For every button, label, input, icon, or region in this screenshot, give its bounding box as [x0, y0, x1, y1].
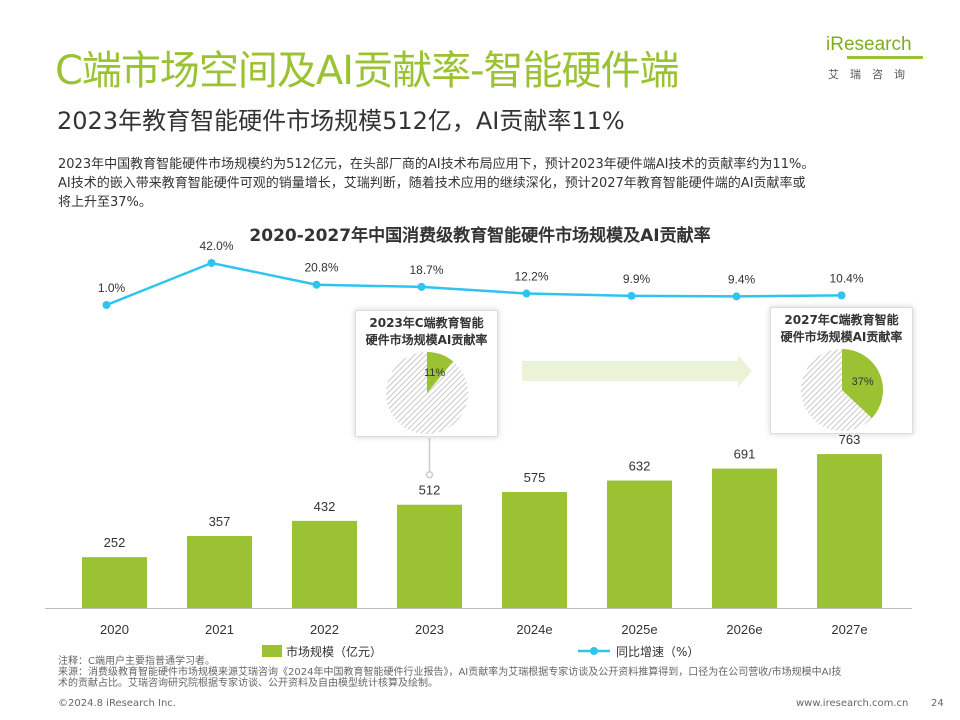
growth-point-2023 — [417, 282, 426, 291]
chart-title: 2020-2027年中国消费级教育智能硬件市场规模及AI贡献率 — [249, 226, 711, 246]
x-tick-2021: 2021 — [205, 622, 234, 637]
bar-label-2022: 432 — [314, 499, 336, 514]
bar-2025e — [607, 480, 672, 608]
site-link[interactable]: www.iresearch.com.cn — [796, 698, 909, 709]
pie-inset-2027: 2027年C端教育智能 硬件市场规模AI贡献率 37% — [770, 307, 913, 434]
growth-label-2022: 20.8% — [304, 261, 338, 275]
x-tick-2027e: 2027e — [831, 622, 867, 637]
x-tick-2020: 2020 — [100, 622, 129, 637]
pie-ai-slice — [427, 352, 454, 393]
logo-underline — [847, 56, 923, 59]
footer-notes: 注释：C端用户主要指普通学习者。 来源：消费级教育智能硬件市场规模来源艾瑞咨询《… — [58, 656, 918, 689]
legend-line-marker — [590, 647, 598, 655]
pie-ai-label: 11% — [424, 367, 445, 379]
x-tick-2026e: 2026e — [726, 622, 762, 637]
bar-2027e — [817, 454, 882, 608]
bar-2023 — [397, 504, 462, 608]
growth-point-2024e — [522, 289, 531, 298]
x-tick-2024e: 2024e — [516, 622, 552, 637]
logo-word: iResearch — [826, 34, 912, 55]
description: 2023年中国教育智能硬件市场规模约为512亿元，在头部厂商的AI技术布局应用下… — [58, 155, 918, 212]
footer-source: 来源：消费级教育智能硬件市场规模来源艾瑞咨询《2024年中国教育智能硬件行业报告… — [58, 667, 842, 678]
description-line: 将上升至37%。 — [58, 195, 152, 210]
growth-label-2020: 1.0% — [98, 281, 126, 295]
legend-line-label: 同比增速（%） — [616, 645, 699, 659]
x-tick-2025e: 2025e — [621, 622, 657, 637]
page-number: 24 — [931, 698, 944, 709]
growth-label-2026e: 9.4% — [728, 272, 756, 286]
footer-note: 注释：C端用户主要指普通学习者。 — [58, 656, 215, 667]
pie-inset-title-line: 2023年C端教育智能 — [369, 316, 484, 330]
growth-line — [106, 261, 842, 307]
iresearch-logo: iResearch 艾瑞咨询 — [820, 32, 930, 84]
growth-label-2025e: 9.9% — [623, 272, 651, 286]
bar-label-2025e: 632 — [629, 459, 651, 474]
pie-ai-label: 37% — [852, 376, 874, 388]
bar-2024e — [502, 492, 567, 608]
pie-inset-title-line: 硬件市场规模AI贡献率 — [780, 330, 903, 344]
bar-2020 — [82, 557, 147, 608]
growth-point-2027e — [837, 291, 846, 300]
bar-label-2026e: 691 — [734, 447, 756, 462]
growth-point-2020 — [102, 301, 111, 309]
growth-label-2021: 42.0% — [199, 239, 233, 253]
bar-label-2027e: 763 — [839, 432, 861, 447]
description-line: 2023年中国教育智能硬件市场规模约为512亿元，在头部厂商的AI技术布局应用下… — [58, 157, 815, 172]
bar-label-2020: 252 — [104, 535, 126, 550]
bar-label-2024e: 575 — [524, 470, 546, 485]
pie-inset-title: 2027年C端教育智能 硬件市场规模AI贡献率 — [771, 312, 912, 346]
pie-inset-title: 2023年C端教育智能 硬件市场规模AI贡献率 — [356, 315, 497, 349]
description-line: AI技术的嵌入带来教育智能硬件可观的销量增长，艾瑞判断，随着技术应用的继续深化，… — [58, 176, 806, 191]
pie-inset-title-line: 硬件市场规模AI贡献率 — [365, 333, 488, 347]
growth-label-2023: 18.7% — [409, 263, 443, 277]
legend-bar-swatch — [262, 645, 282, 657]
chart-svg: 252 357 432 512 575 632 691 763 2020 2021 2022 2023… — [45, 239, 912, 659]
growth-point-2025e — [627, 291, 636, 300]
growth-point-2026e — [732, 292, 741, 301]
page-title: C端市场空间及AI贡献率-智能硬件端 — [55, 48, 680, 94]
growth-point-2022 — [312, 280, 321, 289]
legend-bar-label: 市场规模（亿元） — [286, 644, 382, 659]
bar-2026e — [712, 468, 777, 608]
page-subtitle: 2023年教育智能硬件市场规模512亿，AI贡献率11% — [57, 107, 625, 135]
growth-label-2024e: 12.2% — [514, 270, 548, 284]
arrow-shape — [522, 355, 752, 387]
logo-cn: 艾瑞咨询 — [828, 68, 916, 81]
bar-2021 — [187, 535, 252, 608]
x-tick-2022: 2022 — [310, 622, 339, 637]
bar-2022 — [292, 520, 357, 608]
pie-chart-2027: 37% — [801, 349, 884, 431]
pie-chart-2023: 11% — [386, 352, 468, 434]
pie-inset-title-line: 2027年C端教育智能 — [784, 313, 899, 327]
pie-inset-2023: 2023年C端教育智能 硬件市场规模AI贡献率 11% — [355, 310, 498, 437]
copyright: ©2024.8 iResearch Inc. — [58, 698, 176, 709]
pie-ai-slice — [842, 349, 884, 419]
bar-label-2023: 512 — [419, 483, 441, 498]
bar-label-2021: 357 — [209, 514, 231, 529]
inset-connector-dot-2023 — [425, 470, 434, 479]
growth-point-2021 — [207, 259, 216, 267]
growth-label-2027e: 10.4% — [829, 271, 863, 285]
x-tick-2023: 2023 — [415, 622, 444, 637]
footer-source: 术的贡献占比。艾瑞咨询研究院根据专家访谈、公开资料及自由模型统计核算及绘制。 — [58, 678, 438, 689]
